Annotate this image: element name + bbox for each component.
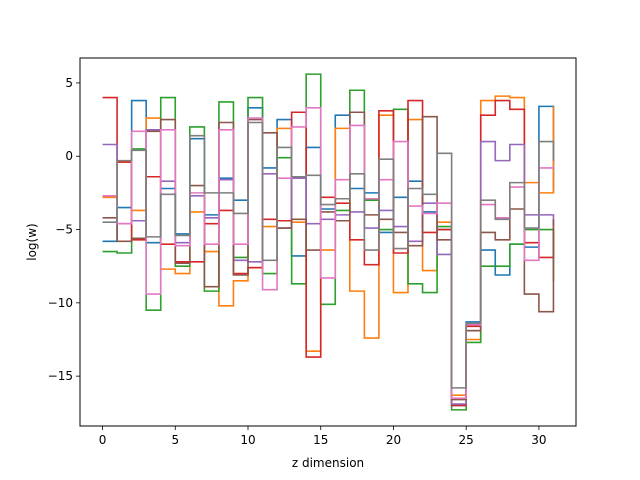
series-layer — [102, 73, 555, 411]
y-axis-label: log(w) — [25, 223, 39, 260]
x-tick-label: 20 — [386, 433, 401, 447]
y-axis-ticks: −15 −10 −5 0 5 — [48, 76, 80, 383]
x-tick-label: 0 — [99, 433, 107, 447]
series-line-8 — [102, 121, 555, 389]
x-tick-label: 15 — [313, 433, 328, 447]
x-tick-label: 25 — [459, 433, 474, 447]
y-tick-label: 5 — [65, 76, 73, 90]
x-tick-label: 5 — [171, 433, 179, 447]
y-tick-label: 0 — [65, 149, 73, 163]
x-tick-label: 10 — [240, 433, 255, 447]
x-axis-ticks: 0 5 10 15 20 25 30 — [99, 426, 547, 447]
y-tick-label: −5 — [55, 223, 73, 237]
plot-frame — [79, 57, 577, 427]
y-tick-label: −15 — [48, 369, 73, 383]
x-tick-label: 30 — [531, 433, 546, 447]
y-tick-label: −10 — [48, 296, 73, 310]
x-axis-label: z dimension — [292, 456, 364, 470]
